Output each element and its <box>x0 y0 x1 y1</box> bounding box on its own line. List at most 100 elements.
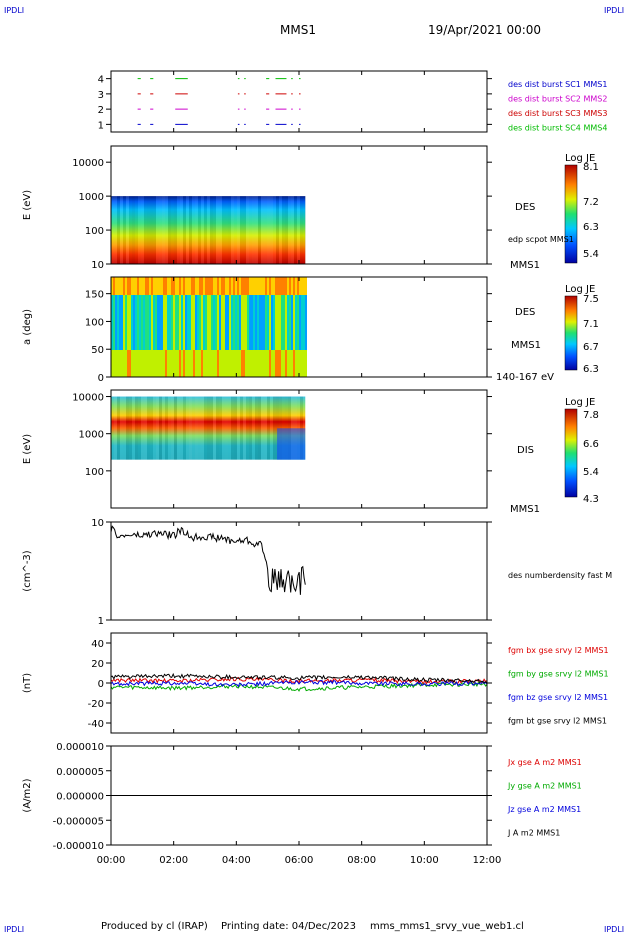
spectrogram-stripe <box>189 396 192 460</box>
pitch-stripe-bottom <box>265 350 267 377</box>
panel-des-pitch: 0 50 100 150 a (deg) Log JE7.5 7.1 6.7 6.3 DES MMS… <box>22 276 599 384</box>
footer-printing-date: Printing date: 04/Dec/2023 <box>221 921 356 932</box>
spectrogram-stripe <box>141 396 144 460</box>
pitch-stripe-bottom <box>161 350 163 377</box>
panel-label-scpot: edp scpot MMS1 <box>508 235 574 244</box>
spectrogram-stripe <box>240 396 243 460</box>
xtick-label: 06:00 <box>285 855 314 866</box>
pitch-stripe-mid <box>299 295 301 350</box>
pitch-stripe-top <box>259 277 261 295</box>
pitch-stripe-top <box>127 277 129 295</box>
pitch-stripe-mid <box>145 295 147 350</box>
corner-mark-tr: IPDLI <box>604 6 624 15</box>
pitch-stripe-top <box>157 277 159 295</box>
pitch-stripe-top <box>253 277 255 295</box>
pitch-stripe-bottom <box>273 350 275 377</box>
pitch-stripe-mid <box>227 295 229 350</box>
pitch-stripe-mid <box>165 295 167 350</box>
spectrogram-stripe <box>210 396 213 460</box>
ytick-label: 0.000010 <box>56 742 104 753</box>
spectrogram-stripe <box>168 196 171 264</box>
spectrogram-stripe <box>288 196 291 264</box>
spectrogram-stripe <box>162 196 165 264</box>
spectrogram-stripe <box>126 196 129 264</box>
pitch-stripe-mid <box>211 295 213 350</box>
pitch-stripe-bottom <box>251 350 253 377</box>
spectrogram-stripe <box>216 396 219 460</box>
pitch-stripe-top <box>247 277 249 295</box>
legend-entry: des dist burst SC3 MMS3 <box>508 109 607 118</box>
pitch-stripe-top <box>207 277 209 295</box>
pitch-stripe-bottom <box>227 350 229 377</box>
pitch-stripe-top <box>237 277 239 295</box>
pitch-stripe-mid <box>111 295 113 350</box>
pitch-stripe-bottom <box>229 350 231 377</box>
pitch-stripe-top <box>169 277 171 295</box>
colorbar-tick: 5.4 <box>583 249 599 260</box>
spectrogram-stripe <box>231 196 234 264</box>
pitch-stripe-bottom <box>201 350 203 377</box>
pitch-stripe-mid <box>189 295 191 350</box>
pitch-stripe-mid <box>199 295 201 350</box>
spectrogram-stripe <box>222 196 225 264</box>
pitch-stripe-bottom <box>279 350 281 377</box>
pitch-stripe-mid <box>237 295 239 350</box>
spectrogram-stripe <box>261 396 264 460</box>
colorbar-dis-energy <box>564 408 578 498</box>
pitch-stripe-top <box>273 277 275 295</box>
pitch-stripe-mid <box>225 295 227 350</box>
pitch-stripe-mid <box>179 295 181 350</box>
pitch-stripe-bottom <box>283 350 285 377</box>
spectrogram-stripe <box>114 396 117 460</box>
pitch-stripe-bottom <box>183 350 185 377</box>
pitch-stripe-mid <box>243 295 245 350</box>
pitch-stripe-mid <box>223 295 225 350</box>
pitch-stripe-bottom <box>267 350 269 377</box>
spectrogram-stripe <box>177 396 180 460</box>
pitch-stripe-top <box>227 277 229 295</box>
pitch-stripe-mid <box>215 295 217 350</box>
footer-produced: Produced by cl (IRAP) <box>101 921 208 932</box>
pitch-stripe-bottom <box>127 350 129 377</box>
pitch-stripe-bottom <box>289 350 291 377</box>
pitch-stripe-top <box>181 277 183 295</box>
xtick-label: 08:00 <box>347 855 376 866</box>
spectrogram-stripe <box>264 196 267 264</box>
pitch-stripe-bottom <box>115 350 117 377</box>
ytick-label: 100 <box>85 467 104 478</box>
xtick-label: 04:00 <box>222 855 251 866</box>
pitch-stripe-mid <box>291 295 293 350</box>
pitch-stripe-top <box>135 277 137 295</box>
spectrogram-stripe <box>159 396 162 460</box>
pitch-stripe-top <box>125 277 127 295</box>
pitch-stripe-mid <box>119 295 121 350</box>
spectrogram-stripe <box>285 396 288 460</box>
spectrogram-stripe <box>273 396 276 460</box>
pitch-stripe-bottom <box>211 350 213 377</box>
spectrogram-stripe <box>201 196 204 264</box>
spectrogram-stripe <box>258 396 261 460</box>
ytick-label: 20 <box>91 659 104 670</box>
colorbar-tick: 7.2 <box>583 197 599 208</box>
pitch-stripe-top <box>285 277 287 295</box>
pitch-stripe-mid <box>233 295 235 350</box>
pitch-stripe-top <box>123 277 125 295</box>
pitch-stripe-top <box>271 277 273 295</box>
spectrogram-stripe <box>264 396 267 460</box>
colorbar-des-energy <box>564 164 578 264</box>
spectrogram-stripe <box>156 196 159 264</box>
frame-burst <box>110 70 488 133</box>
pitch-stripe-bottom <box>225 350 227 377</box>
ylabel-des-energy: E (eV) <box>22 190 33 220</box>
pitch-stripe-mid <box>169 295 171 350</box>
pitch-stripe-bottom <box>269 350 271 377</box>
pitch-stripe-bottom <box>191 350 193 377</box>
pitch-stripe-mid <box>133 295 135 350</box>
pitch-stripe-bottom <box>239 350 241 377</box>
spectrogram-stripe <box>249 196 252 264</box>
pitch-stripe-mid <box>271 295 273 350</box>
spectrogram-stripe <box>261 196 264 264</box>
spectrogram-stripe <box>192 196 195 264</box>
footer-filename: mms_mms1_srvy_vue_web1.cl <box>370 921 524 932</box>
